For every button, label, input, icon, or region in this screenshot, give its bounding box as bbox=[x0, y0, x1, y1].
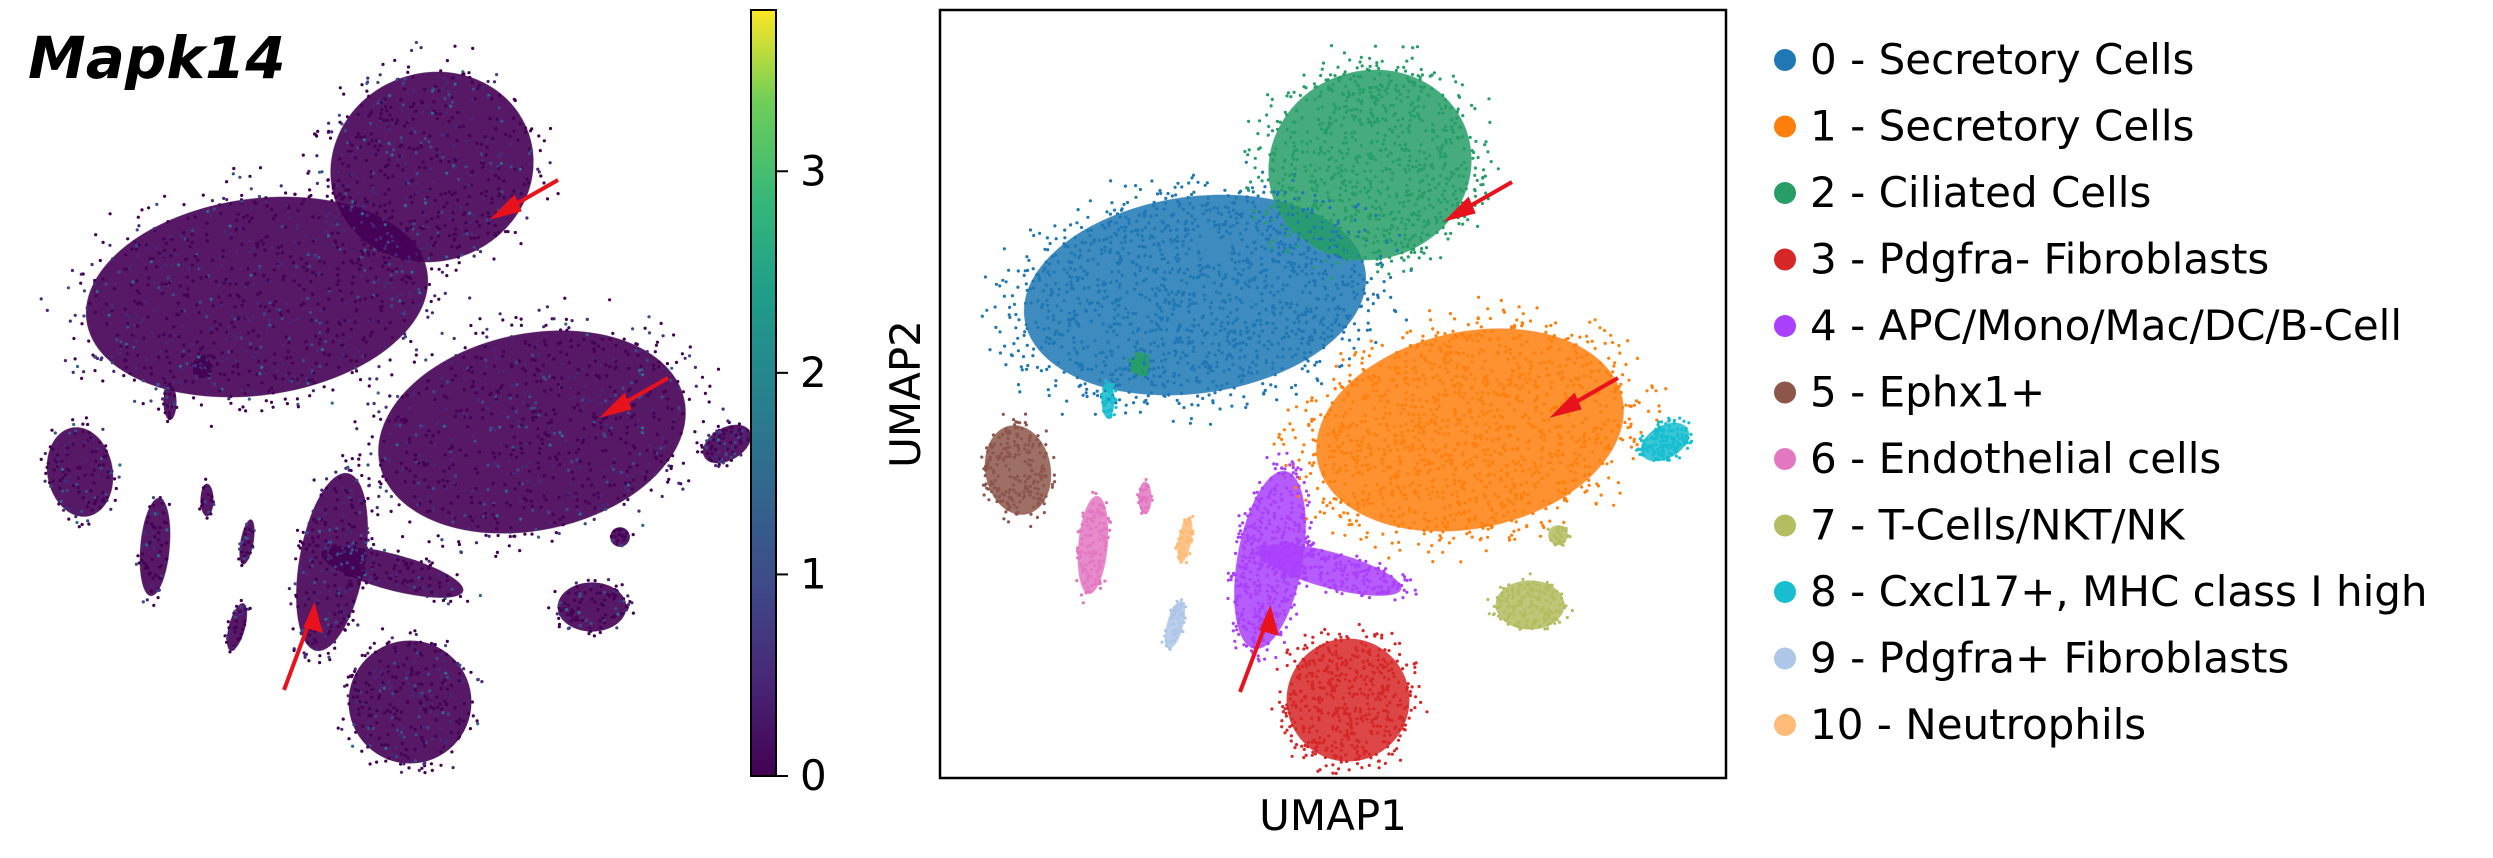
arrow-annotation-6 bbox=[1238, 605, 1279, 693]
legend-marker bbox=[1774, 581, 1796, 603]
cluster-points-8 bbox=[1100, 379, 1118, 419]
colorbar: 0 1 2 3 bbox=[750, 9, 827, 800]
cluster-region-4 bbox=[1258, 544, 1402, 596]
expression-points bbox=[161, 380, 179, 424]
legend-item: 0 - Secretory Cells bbox=[1774, 35, 2194, 84]
colorbar-tick-label: 3 bbox=[800, 146, 827, 195]
expression-region bbox=[702, 424, 752, 464]
cluster-points-6 bbox=[1075, 490, 1113, 605]
cluster-points-4 bbox=[1226, 451, 1313, 663]
x-axis-label: UMAP1 bbox=[1259, 791, 1407, 840]
legend-label: 0 - Secretory Cells bbox=[1810, 35, 2194, 84]
cluster-points-4 bbox=[1244, 536, 1418, 602]
expression-region bbox=[200, 483, 214, 517]
legend-marker bbox=[1774, 714, 1796, 736]
cluster-points-7 bbox=[1546, 525, 1572, 547]
cluster-points-8 bbox=[1635, 416, 1694, 462]
expression-points bbox=[39, 166, 483, 428]
arrow-annotation-5 bbox=[1549, 376, 1619, 418]
expression-points bbox=[609, 527, 631, 548]
legend-item: 8 - Cxcl17+, MHC class I high bbox=[1774, 567, 2428, 616]
legend-marker bbox=[1774, 115, 1796, 138]
cluster-region-5 bbox=[984, 425, 1052, 515]
cluster-region-3 bbox=[1286, 638, 1410, 762]
legend-item: 5 - Ephx1+ bbox=[1774, 368, 2045, 417]
cluster-points-1 bbox=[1272, 295, 1668, 564]
y-axis-label: UMAP2 bbox=[881, 320, 930, 468]
expression-points bbox=[134, 496, 171, 608]
legend-item: 6 - Endothelial cells bbox=[1774, 434, 2221, 483]
legend-marker bbox=[1774, 182, 1796, 204]
colorbar-tick-label: 0 bbox=[800, 751, 827, 800]
legend-label: 7 - T-Cells/NKT/NK bbox=[1810, 501, 2186, 550]
expression-points bbox=[237, 522, 256, 568]
expression-points bbox=[700, 419, 753, 468]
legend-label: 8 - Cxcl17+, MHC class I high bbox=[1810, 567, 2428, 616]
expression-region bbox=[348, 640, 472, 764]
legend-item: 10 - Neutrophils bbox=[1774, 700, 2146, 749]
legend-label: 6 - Endothelial cells bbox=[1810, 434, 2221, 483]
legend-marker bbox=[1774, 381, 1796, 404]
legend-label: 10 - Neutrophils bbox=[1810, 700, 2146, 749]
expression-points bbox=[334, 296, 731, 559]
expression-points bbox=[301, 40, 560, 292]
expression-points bbox=[287, 457, 380, 665]
expression-points bbox=[547, 578, 636, 638]
expression-region bbox=[85, 196, 429, 398]
cluster-points-2 bbox=[1243, 44, 1500, 280]
gene-label: Mapk14 bbox=[28, 24, 286, 92]
legend-label: 4 - APC/Mono/Mac/DC/B-Cell bbox=[1810, 301, 2402, 350]
arrow-annotation-4 bbox=[1443, 180, 1513, 222]
cluster-points-3 bbox=[1270, 622, 1429, 776]
expression-umap-panel: Mapk14 bbox=[28, 24, 753, 775]
expression-points bbox=[311, 540, 482, 606]
legend-item: 3 - Pdgfra- Fibroblasts bbox=[1774, 235, 2269, 284]
legend-label: 3 - Pdgfra- Fibroblasts bbox=[1810, 235, 2269, 284]
legend-item: 1 - Secretory Cells bbox=[1774, 102, 2194, 151]
colorbar-gradient bbox=[750, 9, 777, 777]
expression-cell-clusters bbox=[46, 71, 752, 764]
legend-label: 1 - Secretory Cells bbox=[1810, 102, 2194, 151]
legend-marker bbox=[1774, 248, 1796, 271]
legend-marker bbox=[1774, 315, 1796, 337]
expression-points bbox=[223, 598, 252, 654]
expression-points bbox=[198, 477, 216, 520]
legend-marker bbox=[1774, 49, 1796, 71]
arrow-annotation-3 bbox=[282, 602, 323, 691]
cluster-umap-panel: UMAP1 UMAP2 bbox=[881, 8, 1728, 840]
legend-marker bbox=[1774, 647, 1796, 670]
legend-item: 7 - T-Cells/NKT/NK bbox=[1774, 501, 2186, 550]
arrow-annotation-2 bbox=[599, 376, 669, 418]
colorbar-tick-label: 2 bbox=[800, 348, 827, 397]
cluster-points-5 bbox=[980, 412, 1057, 529]
legend-label: 2 - Ciliated Cells bbox=[1810, 168, 2151, 217]
legend-label: 9 - Pdgfra+ Fibroblasts bbox=[1810, 634, 2289, 683]
expression-points bbox=[336, 627, 484, 775]
cluster-points-7 bbox=[1486, 572, 1574, 631]
cluster-points-10 bbox=[1174, 514, 1195, 565]
cluster-cell-points bbox=[980, 44, 1694, 776]
legend-item: 9 - Pdgfra+ Fibroblasts bbox=[1774, 634, 2289, 683]
legend-item: 2 - Ciliated Cells bbox=[1774, 168, 2151, 217]
cluster-points-9 bbox=[1160, 598, 1188, 651]
cluster-points-2 bbox=[1127, 351, 1150, 377]
legend-item: 4 - APC/Mono/Mac/DC/B-Cell bbox=[1774, 301, 2402, 350]
expression-region bbox=[163, 383, 177, 421]
colorbar-tick-label: 1 bbox=[800, 549, 827, 598]
expression-points bbox=[190, 352, 211, 381]
legend-label: 5 - Ephx1+ bbox=[1810, 368, 2045, 417]
expression-points bbox=[39, 416, 122, 529]
cluster-points-6 bbox=[1136, 478, 1154, 515]
expression-cell-points bbox=[39, 40, 753, 775]
legend-marker bbox=[1774, 448, 1796, 470]
cluster-legend: 0 - Secretory Cells 1 - Secretory Cells 2 … bbox=[1774, 35, 2428, 749]
expression-region bbox=[320, 546, 464, 598]
arrow-annotation-1 bbox=[489, 178, 559, 220]
legend-marker bbox=[1774, 514, 1796, 537]
colorbar-ticks: 0 1 2 3 bbox=[776, 146, 827, 800]
